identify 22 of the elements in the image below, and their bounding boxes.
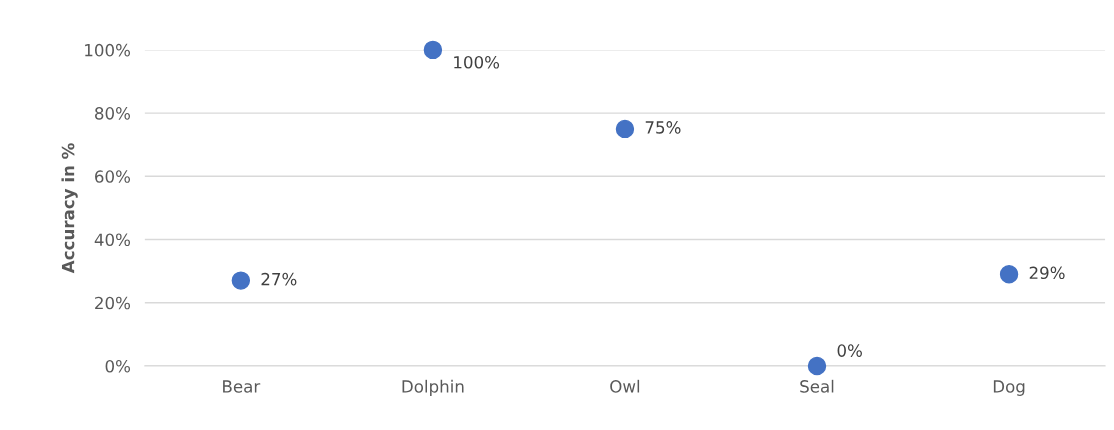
x-tick-label: Dog: [993, 380, 1025, 396]
point: [231, 271, 251, 290]
data-label: 27%: [261, 272, 297, 286]
y-axis-title: Accuracy in %: [61, 143, 78, 274]
y-tick-label: 80%: [95, 107, 131, 120]
y-tick-label: 100%: [85, 43, 131, 57]
data-label: 100%: [454, 56, 500, 69]
x-tick-label: Bear: [223, 380, 261, 393]
point: [423, 40, 443, 60]
point: [807, 356, 827, 376]
point: [999, 265, 1019, 284]
x-tick-label: Owl: [610, 379, 640, 393]
y-tick-label: 60%: [95, 170, 131, 183]
data-label: 29%: [1029, 266, 1065, 280]
x-tick-label: Dolphin: [402, 379, 464, 396]
data-label: 75%: [645, 121, 681, 134]
y-tick-label: 40%: [94, 233, 131, 247]
point: [615, 119, 635, 139]
y-tick-label: 0%: [105, 359, 131, 373]
x-tick-label: Seal: [800, 379, 834, 393]
y-tick-label: 20%: [95, 296, 131, 310]
data-label: 0%: [837, 344, 862, 357]
